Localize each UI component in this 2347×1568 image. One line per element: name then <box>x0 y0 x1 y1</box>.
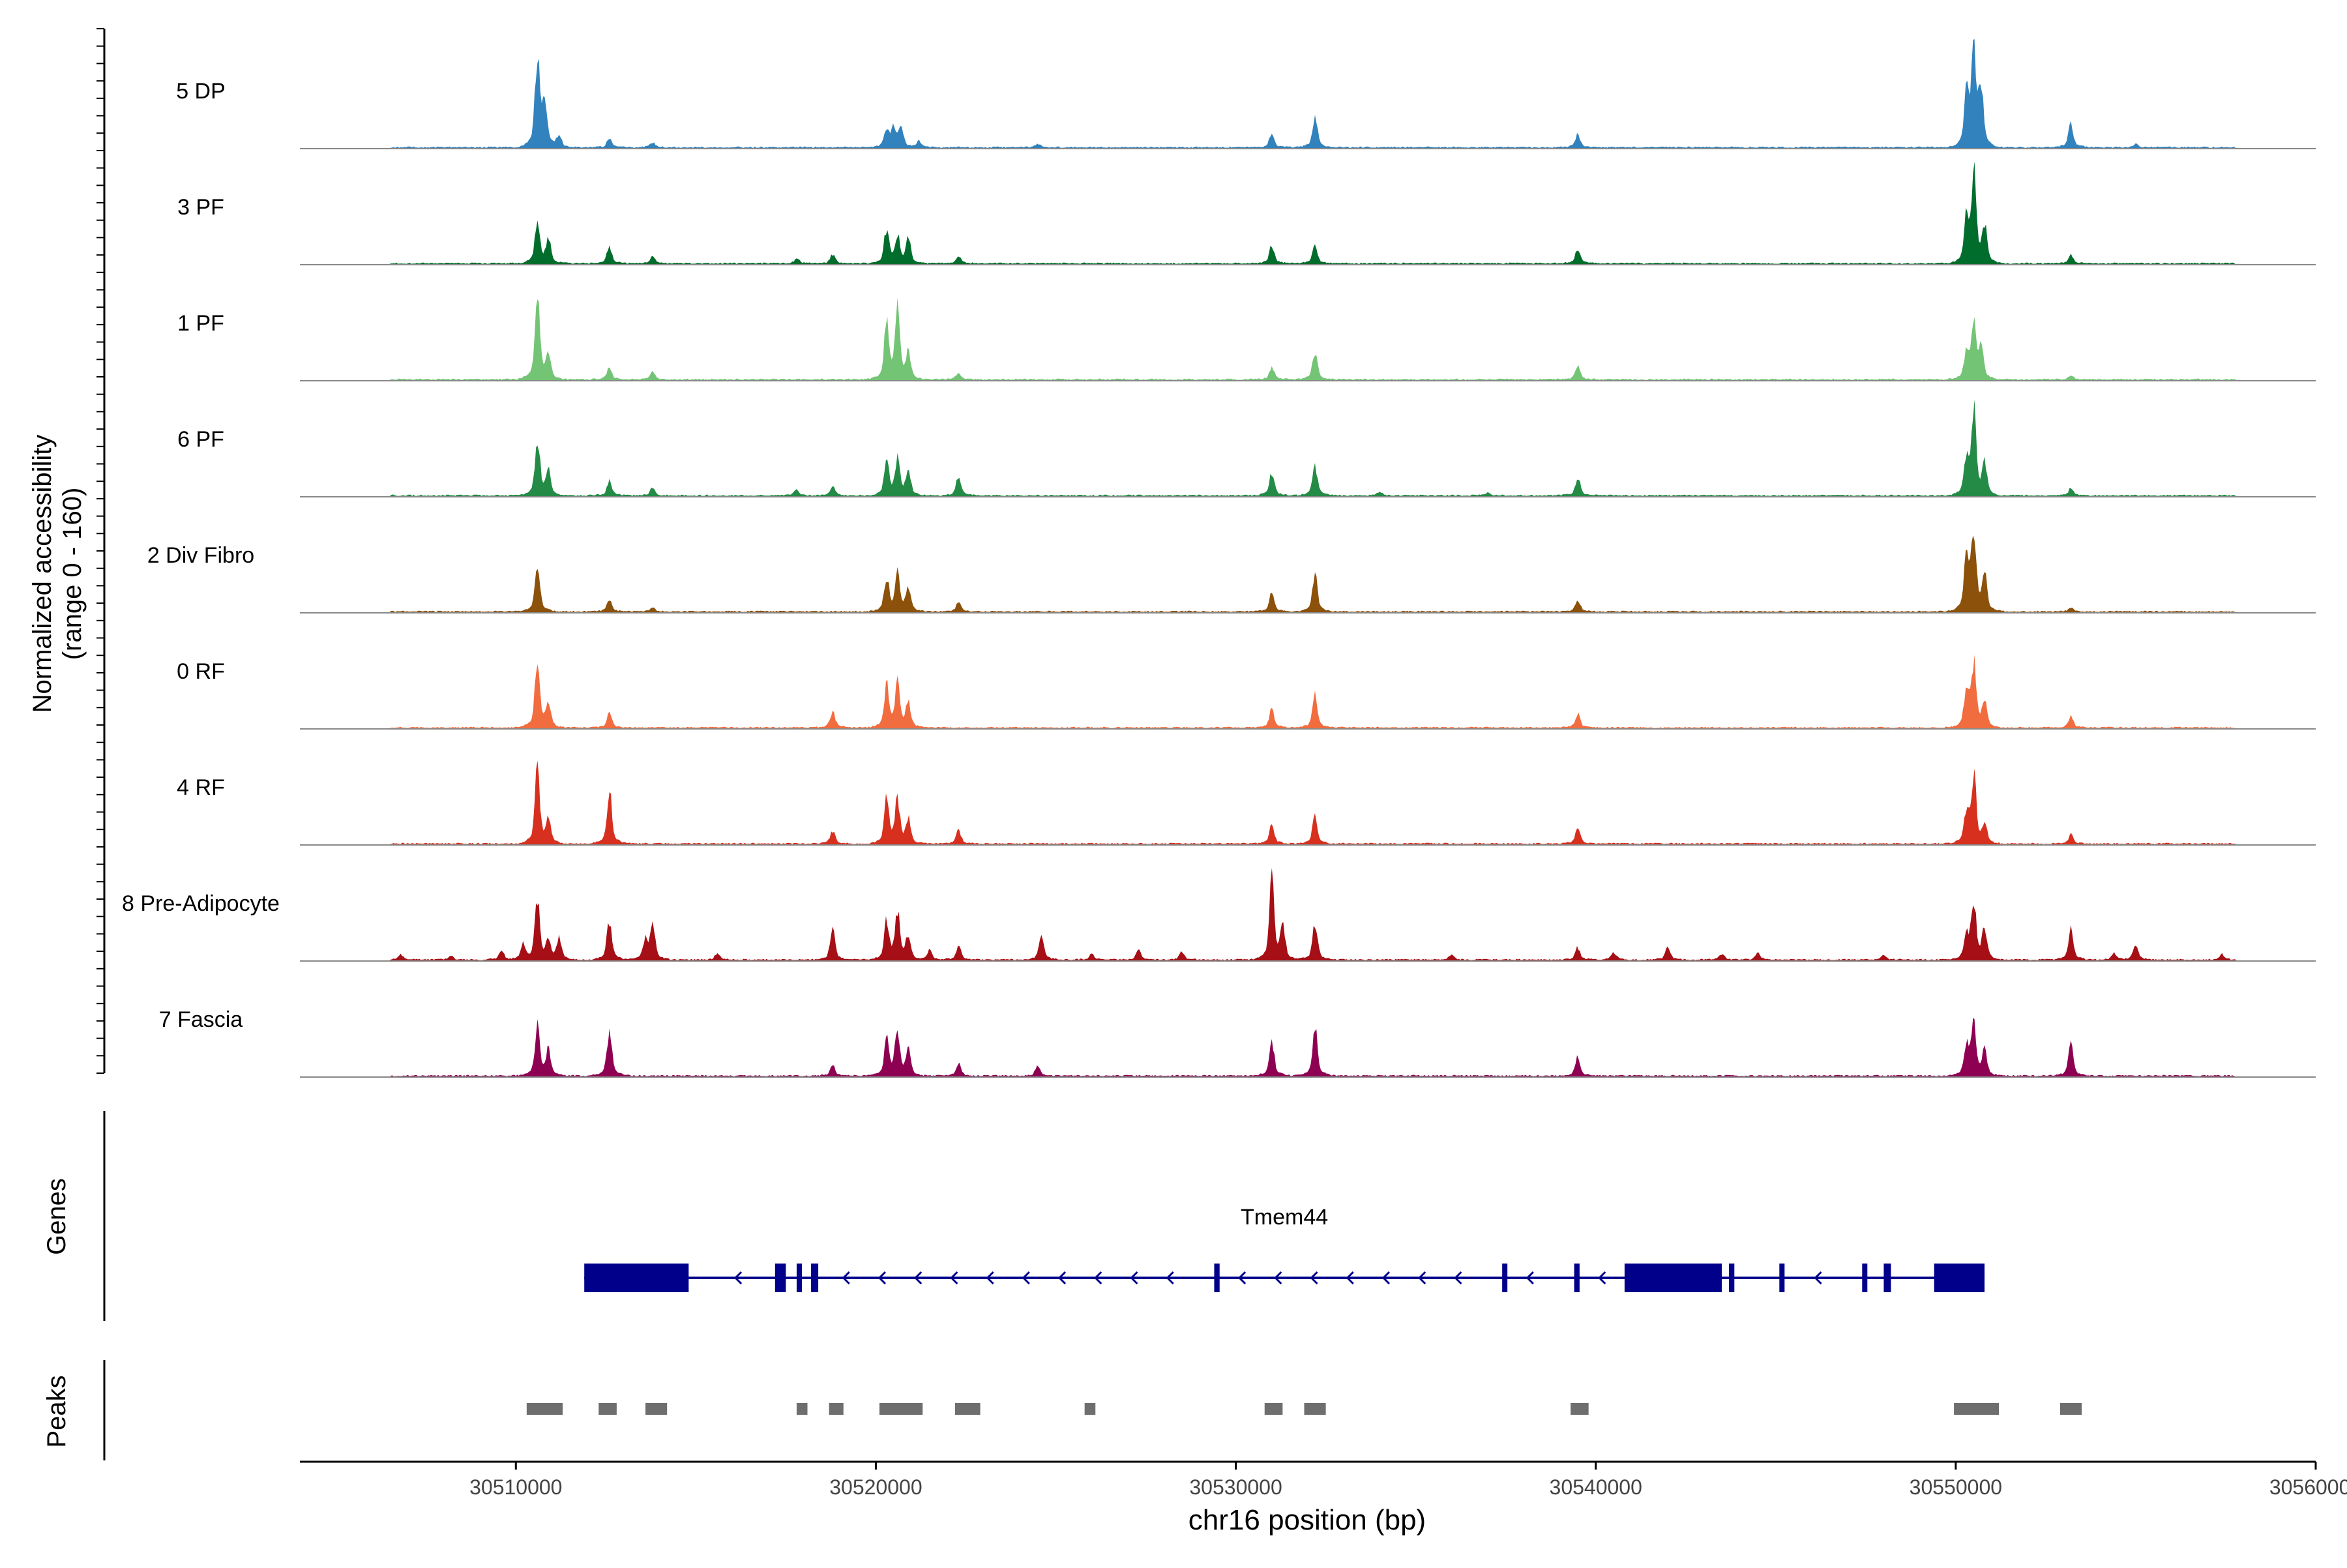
peak-region <box>879 1403 923 1415</box>
track-label: 1 PF <box>177 311 224 336</box>
coverage-area <box>300 297 2316 381</box>
strand-arrow <box>914 1271 923 1285</box>
y-axis-title: Normalized accessibility <box>28 435 57 713</box>
track-9: 7 Fascia <box>159 1007 2316 1078</box>
strand-arrow <box>1381 1271 1391 1285</box>
strand-arrow <box>1094 1271 1102 1285</box>
strand-arrow <box>842 1271 850 1285</box>
coverage-area <box>300 1018 2316 1077</box>
gene-exon <box>584 1264 689 1292</box>
strand-arrow <box>1526 1271 1534 1285</box>
gene-exon <box>1779 1264 1785 1292</box>
track-2: 3 PF <box>177 161 2316 265</box>
x-axis: chr16 position (bp) 30510000 30520000 3053… <box>300 1460 2347 1536</box>
peaks-track-label: Peaks <box>42 1375 71 1447</box>
peak-region <box>526 1403 563 1415</box>
peak-region <box>796 1403 808 1415</box>
strand-arrow <box>1310 1271 1318 1285</box>
peak-region <box>1264 1403 1283 1415</box>
peak-region <box>1571 1403 1589 1415</box>
coverage-area <box>300 39 2316 149</box>
track-1: 5 DP <box>176 39 2316 149</box>
track-label: 4 RF <box>177 775 225 800</box>
x-tick-label: 30560000 <box>2269 1475 2347 1499</box>
x-axis-title: chr16 position (bp) <box>1188 1504 1426 1536</box>
track-6: 0 RF <box>177 655 2316 730</box>
track-label: 6 PF <box>177 427 224 452</box>
strand-arrow <box>1166 1271 1174 1285</box>
track-label: 7 Fascia <box>159 1007 243 1032</box>
strand-arrow <box>1418 1271 1426 1285</box>
peak-region <box>645 1403 668 1415</box>
gene-exon <box>1862 1264 1868 1292</box>
coverage-area <box>300 399 2316 497</box>
genes-track-label: Genes <box>42 1178 71 1255</box>
coverage-tracks: 5 DP 3 PF 1 PF 6 PF 2 Div Fibro 0 RF 4 RF 8 Pre… <box>96 28 2316 1078</box>
track-label: 0 RF <box>177 659 225 684</box>
track-8: 8 Pre-Adipocyte <box>122 868 2316 962</box>
strand-arrow <box>986 1271 994 1285</box>
strand-arrow <box>1130 1271 1138 1285</box>
gene-exon <box>1883 1264 1891 1292</box>
coverage-area <box>300 535 2316 613</box>
gene-exon <box>811 1264 819 1292</box>
strand-arrow <box>1598 1271 1606 1285</box>
peak-region <box>1954 1403 2000 1415</box>
track-label: 5 DP <box>176 79 226 104</box>
strand-arrow <box>1237 1271 1247 1285</box>
strand-arrow <box>1454 1271 1462 1285</box>
x-tick-label: 30540000 <box>1550 1475 1642 1499</box>
track-5: 2 Div Fibro <box>147 535 2316 614</box>
peaks-track: Peaks <box>42 1360 2082 1460</box>
genes-track: Genes Tmem44 <box>42 1111 1985 1321</box>
strand-arrow <box>950 1271 958 1285</box>
x-tick-label: 30520000 <box>829 1475 922 1499</box>
peak-region <box>598 1403 617 1415</box>
peak-region <box>1304 1403 1326 1415</box>
strand-arrow <box>1814 1271 1822 1285</box>
gene-name-label: Tmem44 <box>1241 1205 1328 1230</box>
gene-exon <box>1624 1264 1722 1292</box>
gene-exon <box>1574 1264 1580 1292</box>
x-tick-label: 30530000 <box>1189 1475 1282 1499</box>
y-axis-range-label: (range 0 - 160) <box>58 488 87 660</box>
track-label: 3 PF <box>177 195 224 220</box>
gene-exon <box>775 1264 786 1292</box>
strand-arrow <box>1274 1271 1282 1285</box>
y-axis-title-group: Normalized accessibility (range 0 - 160) <box>28 435 87 713</box>
track-7: 4 RF <box>177 760 2316 846</box>
gene-exon <box>1934 1264 1985 1292</box>
gene-exon <box>796 1264 802 1292</box>
strand-arrow <box>733 1271 743 1285</box>
gene-exon <box>1214 1264 1220 1292</box>
peak-region <box>954 1403 981 1415</box>
strand-arrow <box>1057 1271 1067 1285</box>
strand-arrow <box>1022 1271 1030 1285</box>
strand-arrow <box>1346 1271 1354 1285</box>
track-4: 6 PF <box>177 399 2316 497</box>
track-label: 2 Div Fibro <box>147 543 254 568</box>
coverage-area <box>300 760 2316 845</box>
coverage-area <box>300 868 2316 961</box>
track-label: 8 Pre-Adipocyte <box>122 891 280 916</box>
strand-arrow <box>878 1271 887 1285</box>
gene-exon <box>1502 1264 1508 1292</box>
peak-region <box>2059 1403 2082 1415</box>
gene-exon <box>1729 1264 1735 1292</box>
coverage-area <box>300 655 2316 729</box>
peak-region <box>829 1403 844 1415</box>
x-tick-label: 30550000 <box>1910 1475 2002 1499</box>
track-3: 1 PF <box>177 297 2316 381</box>
peak-region <box>1084 1403 1096 1415</box>
coverage-area <box>300 161 2316 265</box>
x-tick-label: 30510000 <box>469 1475 562 1499</box>
